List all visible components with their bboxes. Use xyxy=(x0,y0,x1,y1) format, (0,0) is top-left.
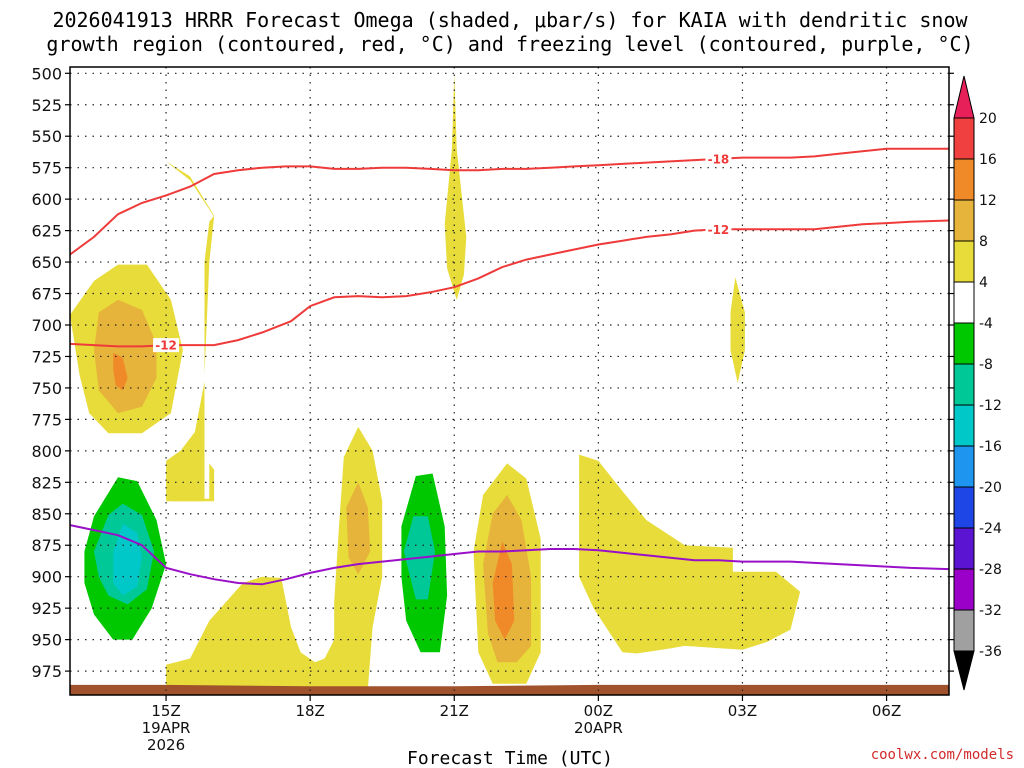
omega-region-2 xyxy=(113,352,128,391)
colorbar-label-8: -16 xyxy=(979,439,1002,455)
colorbar-band-12 xyxy=(953,568,975,611)
colorbar-label-1: 16 xyxy=(979,152,997,168)
colorbar-band-5 xyxy=(953,281,975,324)
y-tick-label-775: 775 xyxy=(31,410,62,429)
x-tick-sublabel-00Z-0: 20APR xyxy=(574,719,623,737)
y-tick-label-900: 900 xyxy=(31,568,62,587)
colorbar-label-12: -32 xyxy=(979,603,1002,619)
colorbar-label-11: -28 xyxy=(979,562,1002,578)
y-tick-label-925: 925 xyxy=(31,599,62,618)
colorbar: 20 16 12 8 4 -4 -8 -12 -16 -20 -24 -28 -32 -36 xyxy=(953,75,1002,691)
colorbar-band-7 xyxy=(953,363,975,406)
y-tick-label-625: 625 xyxy=(31,222,62,241)
temperature-contours: -18 -12 -12 xyxy=(69,147,950,586)
freezing-level-contour xyxy=(69,524,950,586)
chart-title-line-1: 2026041913 HRRR Forecast Omega (shaded, … xyxy=(52,8,968,32)
colorbar-label-9: -20 xyxy=(979,480,1002,496)
chart-title-line-2: growth region (contoured, red, °C) and f… xyxy=(46,32,973,56)
y-tick-label-650: 650 xyxy=(31,253,62,272)
x-tick-label-15Z: 15Z xyxy=(151,702,180,720)
y-tick-label-700: 700 xyxy=(31,316,62,335)
x-tick-label-00Z: 00Z xyxy=(584,702,613,720)
contour-label-bg xyxy=(705,222,732,237)
contour-label-bg xyxy=(153,338,180,353)
y-tick-label-850: 850 xyxy=(31,505,62,524)
colorbar-band-11 xyxy=(953,527,975,570)
y-tick-label-750: 750 xyxy=(31,379,62,398)
colorbar-band-2 xyxy=(953,158,975,201)
colorbar-top-arrow xyxy=(953,75,975,119)
dendritic-contour--12 xyxy=(69,219,950,348)
omega-region-9 xyxy=(346,482,371,575)
colorbar-band-9 xyxy=(953,445,975,488)
y-tick-label-725: 725 xyxy=(31,347,62,366)
omega-region-15 xyxy=(492,541,515,640)
x-tick-sublabel-15Z-1: 2026 xyxy=(147,736,185,754)
y-axis-ticks: 500 525 550 575 600 625 650 675 700 725 750 775 800 8… xyxy=(31,64,954,681)
colorbar-label-3: 8 xyxy=(979,234,988,250)
y-tick-label-875: 875 xyxy=(31,536,62,555)
colorbar-band-6 xyxy=(953,322,975,365)
y-tick-label-800: 800 xyxy=(31,442,62,461)
dendritic-contour--18 xyxy=(69,147,949,256)
omega-region-12 xyxy=(444,73,467,300)
colorbar-band-1 xyxy=(953,117,975,160)
y-tick-label-950: 950 xyxy=(31,631,62,650)
colorbar-label-13: -36 xyxy=(979,644,1002,660)
terrain-band xyxy=(70,684,949,695)
credit-label: coolwx.com/models xyxy=(871,747,1014,763)
x-tick-label-03Z: 03Z xyxy=(728,702,757,720)
colorbar-label-5: -4 xyxy=(979,316,993,332)
y-tick-label-500: 500 xyxy=(31,64,62,83)
omega-region-1 xyxy=(94,299,157,414)
x-tick-label-18Z: 18Z xyxy=(295,702,324,720)
x-tick-label-21Z: 21Z xyxy=(440,702,469,720)
colorbar-band-13 xyxy=(953,609,975,652)
colorbar-label-0: 20 xyxy=(979,111,997,127)
colorbar-band-8 xyxy=(953,404,975,447)
x-axis-label: Forecast Time (UTC) xyxy=(407,748,613,768)
contour-label-bg xyxy=(705,151,732,166)
colorbar-label-6: -8 xyxy=(979,357,993,373)
y-tick-label-600: 600 xyxy=(31,190,62,209)
colorbar-label-10: -24 xyxy=(979,521,1002,537)
y-tick-label-825: 825 xyxy=(31,473,62,492)
omega-region-16 xyxy=(579,454,801,654)
omega-shading xyxy=(70,73,949,695)
y-tick-label-525: 525 xyxy=(31,96,62,115)
y-tick-label-550: 550 xyxy=(31,127,62,146)
colorbar-label-2: 12 xyxy=(979,193,997,209)
contour-label--12-0: -12 xyxy=(708,223,730,237)
y-tick-label-975: 975 xyxy=(31,662,62,681)
colorbar-label-4: 4 xyxy=(979,275,988,291)
colorbar-bottom-arrow xyxy=(953,650,975,691)
colorbar-band-10 xyxy=(953,486,975,529)
omega-region-8 xyxy=(166,426,383,690)
omega-region-3 xyxy=(166,161,215,502)
colorbar-band-4 xyxy=(953,240,975,283)
omega-region-17 xyxy=(730,277,745,383)
y-tick-label-575: 575 xyxy=(31,159,62,178)
x-tick-label-06Z: 06Z xyxy=(872,702,901,720)
x-tick-sublabel-15Z-0: 19APR xyxy=(142,719,191,737)
y-tick-label-675: 675 xyxy=(31,285,62,304)
contour-label--12-1: -12 xyxy=(155,339,177,353)
plot-frame xyxy=(69,66,950,696)
plot-axes xyxy=(69,66,950,696)
contour-label--18-0: -18 xyxy=(708,152,730,166)
colorbar-band-3 xyxy=(953,199,975,242)
colorbar-label-7: -12 xyxy=(979,398,1002,414)
omega-region-4 xyxy=(170,463,215,502)
